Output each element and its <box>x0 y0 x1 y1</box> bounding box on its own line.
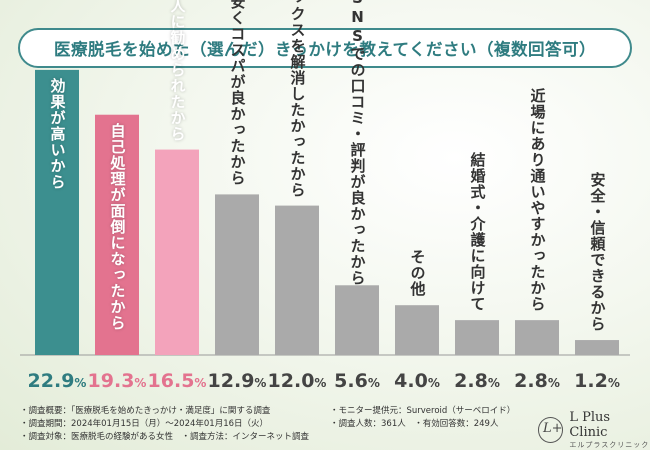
bar-9 <box>575 340 619 355</box>
logo-name: L Plus Clinic <box>569 410 611 440</box>
category-label-wrap-5: SNSでの口コミ・評判が良かったから <box>348 0 367 287</box>
survey-info-right: ・モニター提供元：Surveroid（サーベロイド） ・調査人数：361人 ・有… <box>330 405 515 431</box>
bar-7 <box>455 320 499 355</box>
value-label-1: 19.3% <box>88 370 147 392</box>
value-label-0: 22.9% <box>28 370 87 392</box>
title-banner: 医療脱毛を始めた（選んだ）きっかけを教えてください（複数回答可） <box>18 28 632 68</box>
bar-0 <box>35 69 79 356</box>
logo-mark-icon: L+ <box>538 417 564 443</box>
logo-subtitle: エルプラスクリニック <box>569 441 650 449</box>
category-label-3: 値段が安くコスパが良かったから <box>228 0 247 187</box>
category-label-wrap-0: 効果が高いから <box>48 77 67 190</box>
category-label-4: ムダ毛のコンプレックスを解消したかったから <box>288 0 307 198</box>
survey-provider: ・モニター提供元：Surveroid（サーベロイド） <box>330 406 516 416</box>
bar-2 <box>155 149 199 355</box>
bar-1 <box>95 114 139 355</box>
category-label-6: その他 <box>408 249 427 298</box>
category-label-wrap-7: 結婚式・介護に向けて <box>468 152 487 313</box>
value-label-7: 2.8% <box>454 370 500 392</box>
survey-info-left: ・調査概要：「医療脱毛を始めたきっかけ・満足度」に関する調査 ・調査期間：202… <box>20 405 309 444</box>
category-label-1: 自己処理が面倒になったから <box>108 122 127 331</box>
value-label-2: 16.5% <box>148 370 207 392</box>
category-label-8: 近場にあり通いやすかったから <box>528 88 547 313</box>
category-label-7: 結婚式・介護に向けて <box>468 152 487 313</box>
category-label-wrap-1: 自己処理が面倒になったから <box>108 122 127 331</box>
bar-4 <box>275 205 319 355</box>
clinic-logo: L+ L Plus Clinic エルプラスクリニック <box>538 410 650 450</box>
survey-summary: ・調査概要：「医療脱毛を始めたきっかけ・満足度」に関する調査 <box>20 406 271 416</box>
category-label-wrap-4: ムダ毛のコンプレックスを解消したかったから <box>288 0 307 198</box>
value-label-5: 5.6% <box>334 370 380 392</box>
category-label-wrap-6: その他 <box>408 249 427 298</box>
bar-6 <box>395 305 439 355</box>
category-label-wrap-2: 友人・知人に勧められたから <box>168 0 187 142</box>
value-label-6: 4.0% <box>394 370 440 392</box>
bar-3 <box>215 194 259 355</box>
value-label-3: 12.9% <box>208 370 267 392</box>
category-label-2: 友人・知人に勧められたから <box>168 0 187 142</box>
survey-target: ・調査対象：医療脱毛の経験がある女性 ・調査方法：インターネット調査 <box>20 432 310 442</box>
value-label-9: 1.2% <box>574 370 620 392</box>
survey-period: ・調査期間：2024年01月15日（月）～2024年01月16日（火） <box>20 419 269 429</box>
survey-count: ・調査人数：361人 ・有効回答数：249人 <box>330 419 499 429</box>
category-label-9: 安全・信頼できるから <box>588 172 607 333</box>
chart-title: 医療脱毛を始めた（選んだ）きっかけを教えてください（複数回答可） <box>53 40 597 59</box>
category-label-5: SNSでの口コミ・評判が良かったから <box>348 0 367 287</box>
value-label-8: 2.8% <box>514 370 560 392</box>
value-label-4: 12.0% <box>268 370 327 392</box>
category-label-wrap-9: 安全・信頼できるから <box>588 172 607 333</box>
category-label-wrap-3: 値段が安くコスパが良かったから <box>228 0 247 187</box>
category-label-0: 効果が高いから <box>48 77 67 190</box>
bar-5 <box>335 285 379 355</box>
category-label-wrap-8: 近場にあり通いやすかったから <box>528 88 547 313</box>
bar-8 <box>515 320 559 355</box>
